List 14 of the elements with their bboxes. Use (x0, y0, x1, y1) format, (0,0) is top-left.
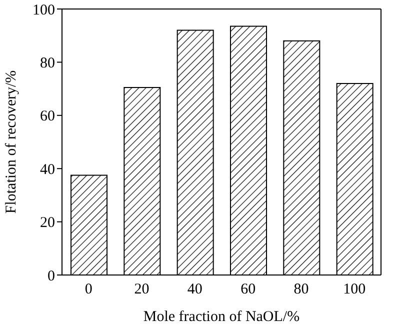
x-axis-title: Mole fraction of NaOL/% (143, 309, 300, 325)
y-tick-label: 40 (40, 162, 55, 178)
y-tick-label: 60 (40, 108, 55, 125)
y-tick-label: 0 (48, 268, 55, 284)
x-tick-label: 20 (134, 282, 150, 298)
y-tick-label: 80 (40, 56, 55, 72)
x-tick-label: 80 (294, 282, 309, 298)
y-tick-label: 100 (32, 2, 55, 18)
y-tick-label: 20 (40, 215, 55, 232)
x-tick-label: 100 (343, 282, 366, 298)
x-tick-label: 0 (84, 282, 92, 298)
x-tick-label: 60 (240, 282, 256, 298)
x-tick-label: 40 (187, 282, 202, 298)
y-axis-title: Flotation of recovery/% (3, 70, 20, 214)
